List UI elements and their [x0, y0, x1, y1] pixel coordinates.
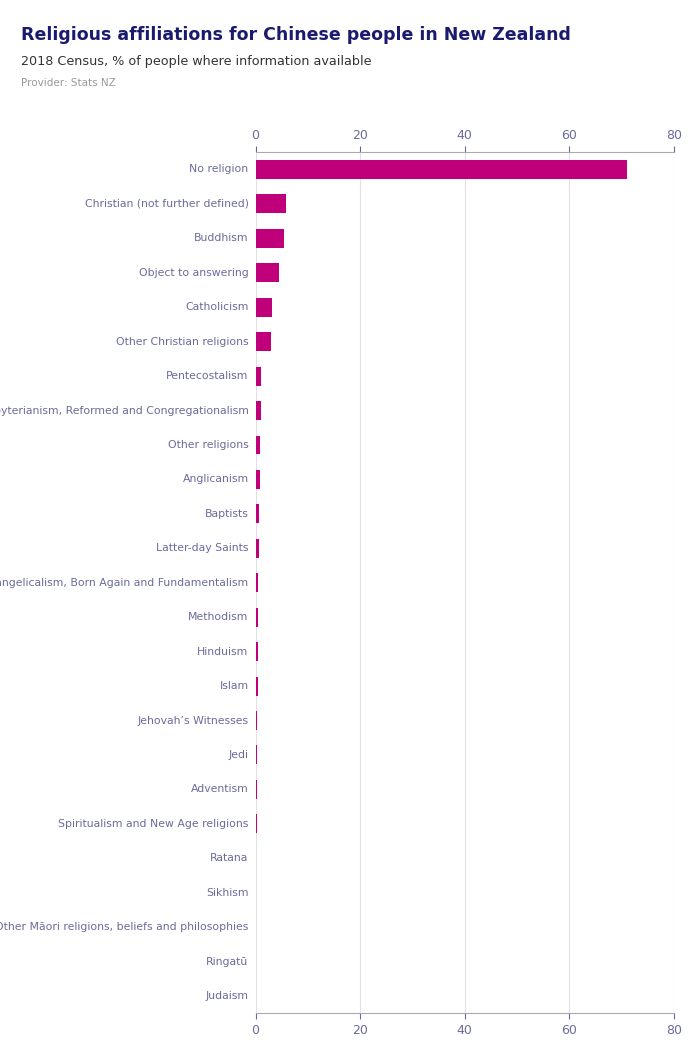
Bar [256, 643, 258, 662]
Bar [256, 539, 258, 558]
Bar [256, 229, 284, 248]
Bar [256, 470, 260, 489]
Bar [256, 780, 257, 799]
Text: figure.nz: figure.nz [594, 18, 664, 33]
Bar [256, 401, 260, 420]
Bar [256, 504, 259, 523]
Bar [256, 332, 271, 351]
Bar [256, 366, 261, 385]
Bar [256, 746, 257, 764]
Text: 2018 Census, % of people where information available: 2018 Census, % of people where informati… [21, 55, 372, 67]
Bar [256, 436, 260, 455]
Bar [256, 194, 286, 213]
Text: Religious affiliations for Chinese people in New Zealand: Religious affiliations for Chinese peopl… [21, 26, 571, 44]
Bar [256, 608, 258, 627]
Text: Provider: Stats NZ: Provider: Stats NZ [21, 78, 116, 88]
Bar [256, 573, 258, 592]
Bar [256, 711, 258, 730]
Bar [256, 264, 279, 282]
Bar [256, 298, 272, 317]
Bar [256, 676, 258, 695]
Bar [256, 160, 627, 178]
